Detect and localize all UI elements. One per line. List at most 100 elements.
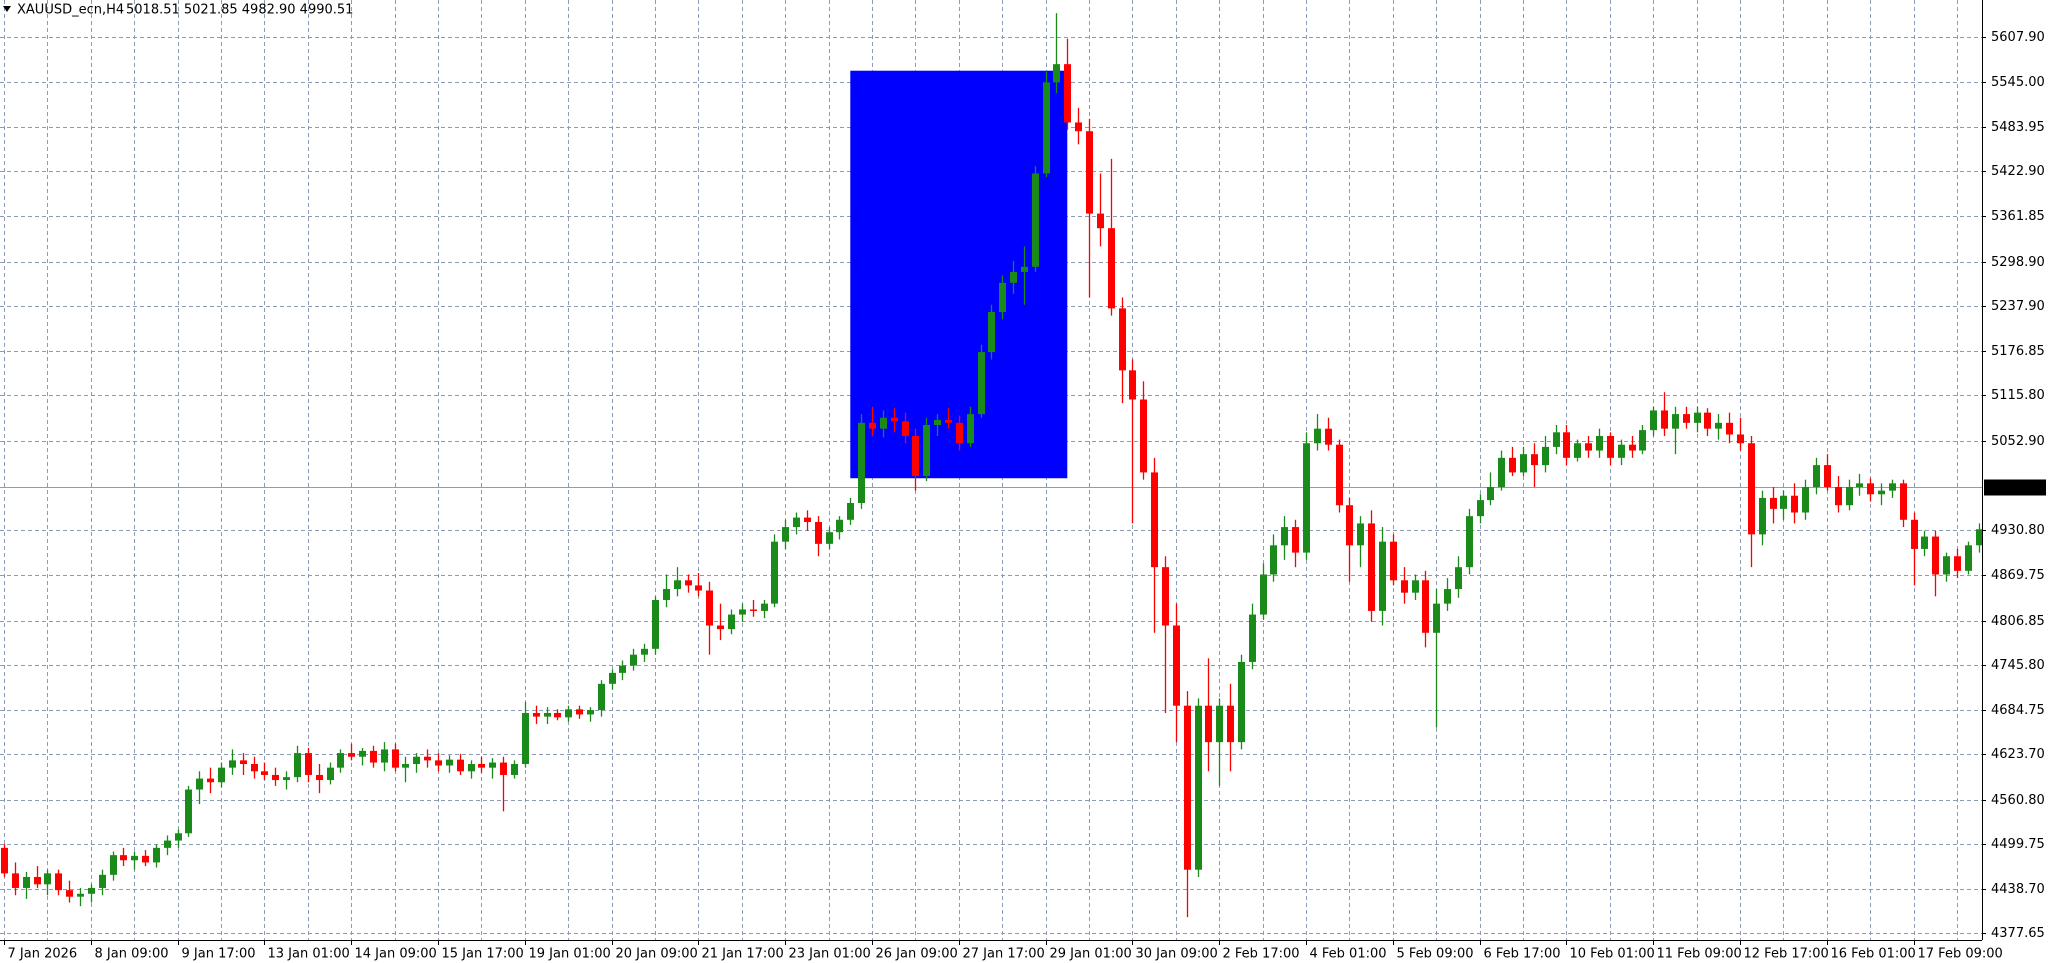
x-tick-label: 27 Jan 17:00 [963, 947, 1045, 962]
x-tick-label: 2 Feb 17:00 [1223, 947, 1300, 962]
x-tick-label: 11 Feb 09:00 [1657, 947, 1742, 962]
candle-body [294, 753, 301, 778]
candle-body [652, 599, 659, 649]
candle-body [544, 712, 551, 717]
candle-body [902, 421, 909, 436]
candle-body [587, 710, 594, 715]
candle-body [1487, 486, 1494, 501]
candle-body [1260, 574, 1267, 615]
candle-body [999, 282, 1006, 313]
candle-body [1184, 705, 1191, 870]
candle-body [1900, 483, 1907, 520]
candle-body [554, 712, 561, 718]
candle-body [1585, 443, 1592, 451]
candle-body [1195, 705, 1202, 870]
x-tick-label: 12 Feb 17:00 [1744, 947, 1829, 962]
candle-body [1368, 523, 1375, 611]
candle-body [1607, 435, 1614, 458]
candle-body [240, 760, 247, 765]
candle-body [1704, 412, 1711, 429]
candle-body [66, 890, 73, 897]
candle-body [1867, 483, 1874, 495]
y-tick-label: 4745.80 [1991, 658, 2045, 673]
candle-body [370, 750, 377, 763]
candle-body [1683, 414, 1690, 423]
candle-body [1, 847, 8, 874]
candle-body [55, 873, 62, 891]
candle-body [261, 771, 268, 775]
candle-body [34, 877, 41, 885]
candle-body [1672, 414, 1679, 429]
candle-body [1596, 435, 1603, 451]
candle-body [836, 519, 843, 533]
candle-body [728, 614, 735, 630]
candles [1, 13, 1983, 918]
candle-body [196, 778, 203, 790]
candle-body [142, 855, 149, 863]
x-tick-label: 19 Jan 01:00 [529, 947, 611, 962]
x-tick-label: 8 Jan 09:00 [95, 947, 169, 962]
candle-body [12, 873, 19, 888]
candle-body [1726, 422, 1733, 435]
price-line-label: 4990.51 [1988, 480, 2042, 495]
y-tick-label: 5361.85 [1991, 209, 2045, 224]
candle-body [847, 503, 854, 520]
candle-body [967, 414, 974, 444]
header: XAUUSD_ecn,H4 5018.51 5021.85 4982.90 49… [3, 3, 353, 18]
y-tick-label: 5422.90 [1991, 164, 2045, 179]
rectangle-object [850, 70, 1068, 479]
candle-body [1509, 457, 1516, 473]
candle-body [1921, 536, 1928, 549]
candle-body [793, 517, 800, 528]
candle-body [500, 762, 507, 775]
candle-body [1270, 545, 1277, 575]
candle-body [1791, 495, 1798, 513]
candle-body [522, 712, 529, 765]
candle-body [359, 750, 366, 757]
y-tick-label: 4438.70 [1991, 882, 2045, 897]
candle-body [1520, 454, 1527, 473]
candle-body [1097, 213, 1104, 229]
drawing-objects [850, 70, 1068, 479]
candle-body [1129, 370, 1136, 400]
x-tick-label: 9 Jan 17:00 [182, 947, 256, 962]
x-tick-label: 23 Jan 01:00 [789, 947, 871, 962]
candle-body [251, 764, 258, 772]
candle-body [771, 541, 778, 604]
x-tick-label: 16 Feb 01:00 [1831, 947, 1916, 962]
price-line-label-bg [1984, 479, 2046, 496]
candle-body [804, 517, 811, 522]
candle-body [1455, 567, 1462, 590]
candle-body [565, 709, 572, 718]
candle-body [164, 840, 171, 848]
candle-body [23, 877, 30, 888]
candle-body [1802, 486, 1809, 513]
x-tick-label: 7 Jan 2026 [8, 947, 78, 962]
candle-body [869, 422, 876, 429]
candle-body [761, 603, 768, 611]
candle-body [1216, 705, 1223, 743]
candle-body [1639, 430, 1646, 451]
candle-body [934, 419, 941, 426]
candle-body [1650, 410, 1657, 431]
x-tick-label: 13 Jan 01:00 [268, 947, 350, 962]
x-tick-label: 15 Jan 17:00 [442, 947, 524, 962]
candle-body [923, 425, 930, 477]
candle-body [327, 767, 334, 781]
candle-body [1032, 173, 1039, 267]
candle-body [1444, 589, 1451, 604]
candle-body [945, 419, 952, 423]
candle-body [457, 759, 464, 772]
candle-body [598, 683, 605, 711]
candle-body [630, 654, 637, 666]
candle-body [1281, 527, 1288, 546]
candle-body [1715, 422, 1722, 429]
candle-body [912, 435, 919, 477]
x-tick-label: 4 Feb 01:00 [1310, 947, 1387, 962]
candle-body [435, 760, 442, 766]
x-tick-label: 6 Feb 17:00 [1484, 947, 1561, 962]
collapse-icon [3, 6, 11, 12]
candle-body [1325, 428, 1332, 445]
candle-body [1162, 567, 1169, 626]
y-tick-label: 5052.90 [1991, 434, 2045, 449]
